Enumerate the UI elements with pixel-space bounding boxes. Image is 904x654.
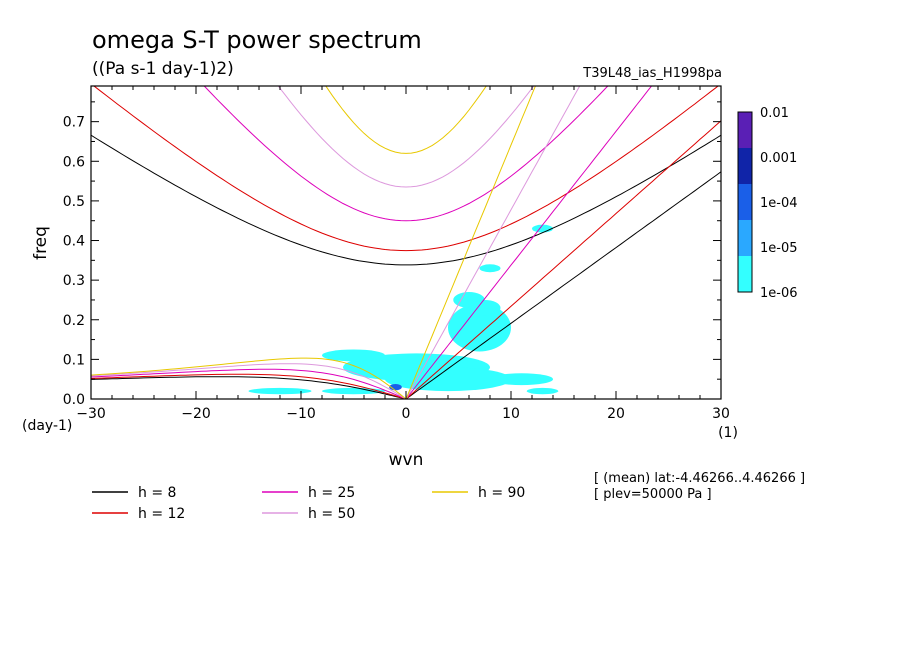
- inertia-gravity-curve: [203, 86, 609, 222]
- colorbar-label: 0.01: [760, 106, 789, 121]
- legend: h = 8 h = 12 h = 25 h = 50 h = 90: [92, 485, 525, 522]
- rossby-curve: [91, 376, 407, 399]
- power-region: [322, 349, 385, 362]
- rossby-curve: [91, 373, 407, 399]
- power-region: [526, 387, 559, 395]
- axis-ticks: −30 −20 −10 0 10 20 30 0.0 0.1 0.2 0.3 0.4 0.5 0.6 0.7: [63, 86, 730, 422]
- y-tick-label: 0.0: [63, 392, 85, 408]
- kelvin-curve: [405, 86, 653, 399]
- y-axis-unit: (day-1): [22, 418, 72, 434]
- legend-label: h = 8: [138, 485, 176, 501]
- y-tick-label: 0.7: [63, 115, 85, 131]
- rossby-curve: [91, 357, 407, 399]
- y-tick-label: 0.6: [63, 154, 85, 170]
- colorbar-swatch: [738, 220, 752, 256]
- colorbar-label: 1e-05: [760, 241, 798, 256]
- power-region: [469, 299, 501, 316]
- colorbar-frame: [737, 111, 753, 293]
- colorbar-label: 0.001: [760, 151, 797, 166]
- power-region: [490, 373, 553, 386]
- x-tick-label: 30: [712, 406, 730, 422]
- power-region: [479, 264, 501, 273]
- inertia-gravity-curve: [325, 86, 487, 154]
- chart-subtitle: ((Pa s-1 day-1)2): [92, 59, 234, 79]
- kelvin-curve: [405, 171, 721, 399]
- x-tick-label: −20: [181, 406, 211, 422]
- chart-title: omega S-T power spectrum: [92, 26, 422, 54]
- x-tick-label: 0: [402, 406, 411, 422]
- x-tick-label: −10: [286, 406, 316, 422]
- legend-label: h = 50: [308, 506, 355, 522]
- inertia-gravity-curve: [93, 86, 719, 252]
- x-axis-label: wvn: [389, 450, 424, 470]
- power-region: [322, 387, 385, 395]
- x-axis-unit: (1): [718, 425, 738, 441]
- y-tick-label: 0.1: [63, 352, 85, 368]
- kelvin-curve: [405, 86, 536, 399]
- colorbar-label: 1e-06: [760, 286, 798, 301]
- annotation-plev: [ plev=50000 Pa ]: [594, 487, 712, 502]
- colorbar-swatch: [738, 256, 752, 292]
- y-tick-label: 0.4: [63, 234, 85, 250]
- y-tick-label: 0.5: [63, 194, 85, 210]
- run-label: T39L48_ias_H1998pa: [582, 66, 722, 81]
- rossby-curve: [91, 363, 407, 399]
- power-region: [448, 303, 511, 352]
- rossby-curve: [91, 368, 407, 399]
- colorbar-swatch: [738, 184, 752, 220]
- legend-label: h = 12: [138, 506, 185, 522]
- x-tick-label: 10: [502, 406, 520, 422]
- y-tick-label: 0.3: [63, 273, 85, 289]
- annotation-lat: [ (mean) lat:-4.46266..4.46266 ]: [594, 471, 805, 486]
- colorbar-swatch: [738, 112, 752, 148]
- kelvin-curve: [405, 120, 721, 399]
- kelvin-curve: [405, 86, 581, 399]
- plot-frame: [90, 85, 722, 400]
- dispersion-curves: [91, 86, 721, 399]
- inertia-gravity-curve: [277, 86, 535, 188]
- y-tick-label: 0.2: [63, 313, 85, 329]
- x-tick-label: −30: [76, 406, 106, 422]
- colorbar-label: 1e-04: [760, 196, 798, 211]
- colorbar-swatch: [738, 148, 752, 184]
- power-region: [532, 224, 553, 233]
- x-tick-label: 20: [607, 406, 625, 422]
- legend-label: h = 90: [478, 485, 525, 501]
- colorbar: 0.01 0.001 1e-04 1e-05 1e-06: [737, 106, 798, 301]
- legend-label: h = 25: [308, 485, 355, 501]
- inertia-gravity-curve: [91, 134, 721, 266]
- y-axis-label: freq: [31, 226, 51, 260]
- power-region: [248, 387, 312, 395]
